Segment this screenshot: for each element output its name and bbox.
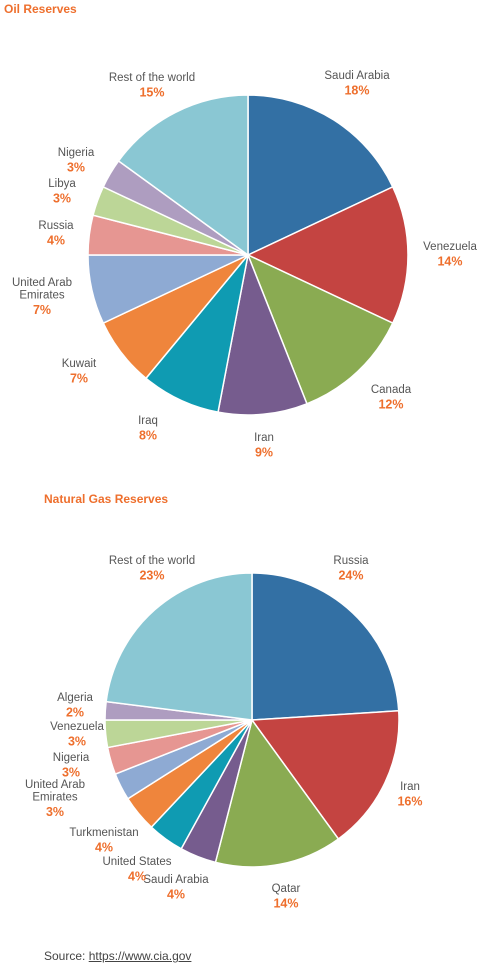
oil-pct-iraq: 8% bbox=[139, 429, 157, 443]
gas-label-turkmenistan: Turkmenistan bbox=[69, 827, 138, 839]
gas-label-iran: Iran bbox=[400, 781, 420, 793]
oil-pct-united-arab-emirates: 7% bbox=[33, 303, 51, 317]
gas-pct-russia: 24% bbox=[338, 569, 363, 583]
gas-pct-algeria: 2% bbox=[66, 706, 84, 720]
natural-gas-reserves-title: Natural Gas Reserves bbox=[44, 492, 169, 506]
oil-pct-libya: 3% bbox=[53, 192, 71, 206]
gas-slice-qatar bbox=[214, 718, 340, 868]
source-link[interactable]: https://www.cia.gov bbox=[88, 949, 192, 963]
source-prefix: Source: bbox=[44, 949, 89, 963]
oil-label-iran: Iran bbox=[254, 432, 274, 444]
gas-label-united-arab-emirates-line2: Emirates bbox=[32, 792, 78, 804]
gas-pct-rest-of-the-world: 23% bbox=[139, 569, 164, 583]
oil-label-saudi-arabia: Saudi Arabia bbox=[324, 70, 390, 82]
gas-slice-iran bbox=[250, 709, 400, 840]
oil-pct-saudi-arabia: 18% bbox=[344, 84, 369, 98]
gas-pct-iran: 16% bbox=[397, 795, 422, 809]
oil-pct-canada: 12% bbox=[378, 398, 403, 412]
gas-label-venezuela: Venezuela bbox=[50, 721, 104, 733]
gas-label-united-states: United States bbox=[102, 856, 171, 868]
oil-pct-rest-of-the-world: 15% bbox=[139, 86, 164, 100]
oil-label-canada: Canada bbox=[371, 384, 412, 396]
gas-pct-venezuela: 3% bbox=[68, 735, 86, 749]
oil-reserves-title: Oil Reserves bbox=[4, 2, 77, 16]
gas-label-qatar: Qatar bbox=[272, 883, 301, 895]
gas-label-united-arab-emirates-line1: United Arab bbox=[25, 779, 85, 791]
gas-pct-united-states: 4% bbox=[128, 870, 146, 884]
gas-pct-nigeria: 3% bbox=[62, 766, 80, 780]
oil-label-libya: Libya bbox=[48, 178, 76, 190]
oil-label-united-arab-emirates-line1: United Arab bbox=[12, 277, 72, 289]
gas-pct-turkmenistan: 4% bbox=[95, 841, 113, 855]
gas-pct-united-arab-emirates: 3% bbox=[46, 805, 64, 819]
gas-label-rest-of-the-world: Rest of the world bbox=[109, 555, 195, 567]
gas-label-nigeria: Nigeria bbox=[53, 752, 90, 764]
source-note: Source: https://www.cia.gov bbox=[44, 949, 191, 963]
oil-label-nigeria: Nigeria bbox=[58, 147, 95, 159]
oil-label-russia: Russia bbox=[38, 220, 74, 232]
oil-reserves-pie-chart: Saudi Arabia 18% Venezuela 14% Canada 12% Iran… bbox=[12, 70, 478, 460]
oil-pct-venezuela: 14% bbox=[437, 255, 462, 269]
gas-label-russia: Russia bbox=[333, 555, 369, 567]
oil-label-kuwait: Kuwait bbox=[62, 358, 97, 370]
oil-pct-kuwait: 7% bbox=[70, 372, 88, 386]
gas-label-saudi-arabia: Saudi Arabia bbox=[143, 874, 209, 886]
gas-slice-russia bbox=[251, 572, 400, 721]
gas-label-algeria: Algeria bbox=[57, 692, 93, 704]
gas-pct-saudi-arabia: 4% bbox=[167, 888, 185, 902]
oil-label-venezuela: Venezuela bbox=[423, 241, 477, 253]
oil-label-rest-of-the-world: Rest of the world bbox=[109, 72, 195, 84]
gas-slice-rest-of-the-world bbox=[105, 572, 253, 721]
oil-slice-canada bbox=[246, 253, 394, 405]
oil-slice-venezuela bbox=[246, 185, 409, 325]
oil-slice-iran bbox=[217, 252, 308, 416]
oil-pct-iran: 9% bbox=[255, 446, 273, 460]
oil-slice-rest-of-the-world bbox=[117, 94, 249, 257]
oil-pct-russia: 4% bbox=[47, 234, 65, 248]
oil-pct-nigeria: 3% bbox=[67, 161, 85, 175]
gas-pct-qatar: 14% bbox=[273, 897, 298, 911]
oil-slice-saudi-arabia bbox=[247, 94, 394, 257]
oil-label-iraq: Iraq bbox=[138, 415, 158, 427]
oil-label-united-arab-emirates-line2: Emirates bbox=[19, 290, 65, 302]
